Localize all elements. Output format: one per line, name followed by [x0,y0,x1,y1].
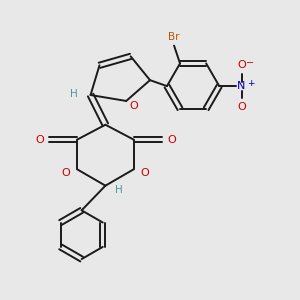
Text: +: + [247,79,254,88]
Text: Br: Br [168,32,180,42]
Text: O: O [237,60,246,70]
Text: O: O [167,135,176,145]
Text: N: N [237,81,246,91]
Text: O: O [237,102,246,112]
Text: O: O [36,135,44,145]
Text: −: − [246,58,254,68]
Text: O: O [62,168,70,178]
Text: H: H [115,185,123,195]
Text: O: O [140,168,149,178]
Text: O: O [129,101,138,111]
Text: H: H [70,88,78,98]
